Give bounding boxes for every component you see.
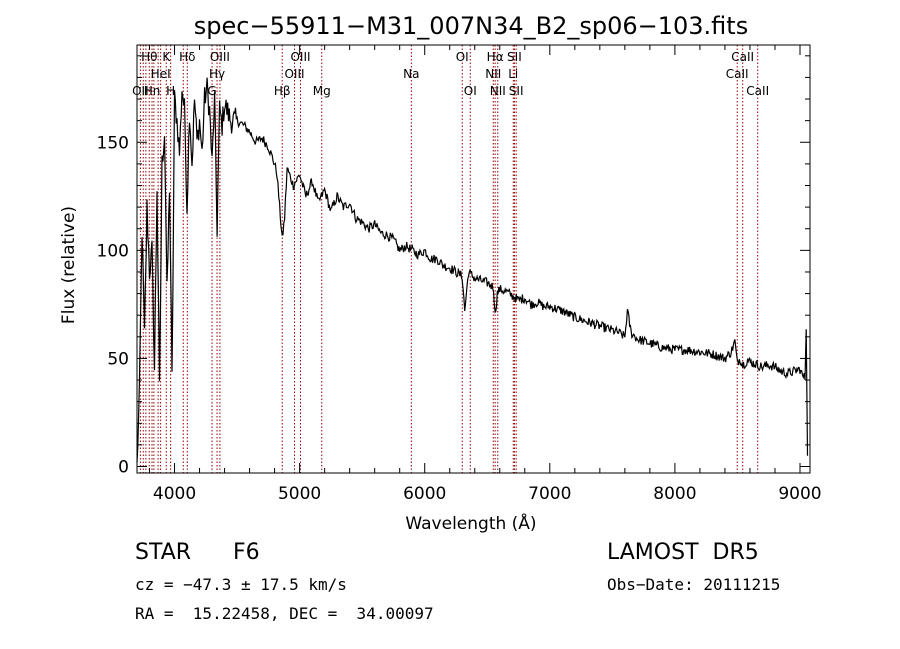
line-label: OIII: [290, 50, 310, 64]
observation-date: Obs−Date: 20111215: [607, 575, 781, 594]
x-tick-label: 6000: [403, 484, 446, 504]
line-label: OIII: [284, 67, 304, 81]
redshift-velocity: cz = −47.3 ± 17.5 km/s: [135, 575, 347, 594]
line-label: OII: [132, 84, 149, 98]
object-class: STAR: [135, 540, 192, 565]
line-label: H: [166, 84, 175, 98]
y-tick-label: 150: [97, 133, 129, 153]
x-tick-label: 7000: [528, 484, 571, 504]
line-label: SII: [509, 84, 524, 98]
y-tick-label: 50: [107, 349, 129, 369]
line-label: NII: [485, 67, 501, 81]
flux-series: [136, 77, 809, 463]
line-label: Hn: [144, 84, 161, 98]
y-tick-label: 0: [118, 458, 129, 478]
line-label: Hδ: [179, 50, 195, 64]
x-tick-label: 8000: [653, 484, 696, 504]
line-label: NII: [490, 84, 506, 98]
flux-line: [136, 77, 809, 463]
x-tick-label: 4000: [153, 484, 196, 504]
line-label: HeI: [151, 67, 171, 81]
line-label: Hα: [487, 50, 504, 64]
line-label: CaII: [731, 50, 754, 64]
line-label: OI: [456, 50, 469, 64]
x-axis-label: Wavelength (Å): [405, 512, 536, 534]
line-label: G: [207, 84, 216, 98]
plot-frame: [136, 44, 811, 474]
y-axis-label: Flux (relative): [59, 206, 79, 324]
spectral-line-labels: OII Hθ Hn HeI K H Hδ G Hγ OIII Hβ OIII OIII Mg Na OI OI N…: [132, 50, 769, 98]
survey-label: LAMOST DR5: [607, 540, 759, 565]
line-label: SII: [507, 50, 522, 64]
line-label: OIII: [210, 50, 230, 64]
line-label: CaII: [726, 67, 749, 81]
x-tick-label: 9000: [778, 484, 821, 504]
line-label: Hγ: [209, 67, 225, 81]
line-label: OI: [464, 84, 477, 98]
x-axis: 4000 5000 6000 7000 8000 9000: [149, 45, 822, 504]
y-tick-label: 100: [97, 241, 129, 261]
y-axis: 0 50 100 150: [97, 55, 810, 478]
spectral-line-markers: [139, 45, 759, 473]
x-tick-label: 5000: [278, 484, 321, 504]
line-label: CaII: [746, 84, 769, 98]
line-label: Hβ: [274, 84, 291, 98]
sky-coordinates: RA = 15.22458, DEC = 34.00097: [135, 604, 434, 623]
object-subclass: F6: [233, 540, 260, 565]
line-label: Hθ: [141, 50, 157, 64]
line-label: Na: [403, 67, 419, 81]
line-label: Mg: [313, 84, 331, 98]
chart-title: spec−55911−M31_007N34_B2_sp06−103.fits: [194, 12, 748, 40]
line-label: Li: [508, 67, 518, 81]
line-label: K: [162, 50, 171, 64]
